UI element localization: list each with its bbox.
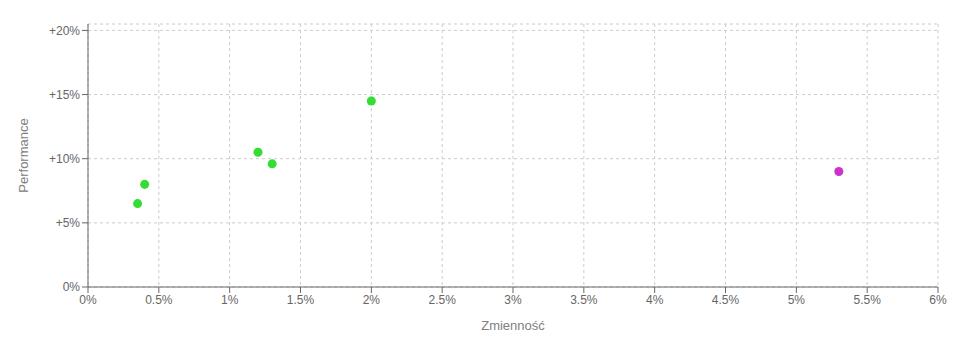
svg-text:Zmienność: Zmienność [481,318,545,333]
svg-text:5.5%: 5.5% [853,293,881,307]
svg-text:1%: 1% [221,293,239,307]
svg-text:2%: 2% [363,293,381,307]
svg-text:4.5%: 4.5% [712,293,740,307]
svg-text:0.5%: 0.5% [145,293,173,307]
svg-text:0%: 0% [79,293,97,307]
svg-text:+10%: +10% [49,152,80,166]
svg-text:3%: 3% [504,293,522,307]
svg-text:+15%: +15% [49,88,80,102]
svg-text:0%: 0% [63,280,81,294]
svg-text:+5%: +5% [56,216,81,230]
svg-text:+20%: +20% [49,24,80,38]
svg-text:6%: 6% [929,293,947,307]
svg-text:3.5%: 3.5% [570,293,598,307]
svg-text:5%: 5% [788,293,806,307]
svg-text:1.5%: 1.5% [287,293,315,307]
svg-text:4%: 4% [646,293,664,307]
svg-text:2.5%: 2.5% [428,293,456,307]
svg-text:Performance: Performance [16,118,31,192]
